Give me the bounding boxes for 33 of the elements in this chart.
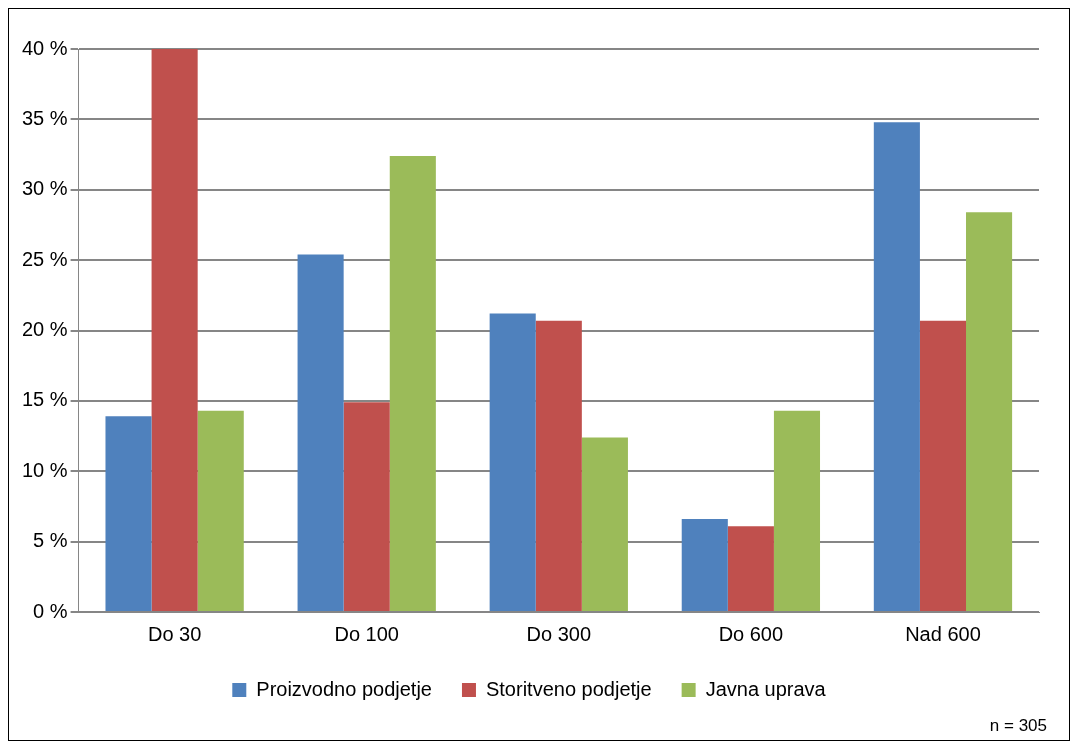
- bar: [105, 416, 152, 611]
- bar: [581, 437, 628, 611]
- y-tick-label: 35 %: [21, 106, 68, 129]
- bar: [727, 526, 774, 611]
- x-tick-label: Do 100: [334, 622, 399, 645]
- legend-label: Javna uprava: [705, 677, 827, 700]
- bar: [773, 410, 821, 611]
- y-tick-label: 20 %: [21, 318, 68, 341]
- bar: [681, 519, 728, 611]
- bar: [343, 402, 390, 611]
- x-tick-label: Do 30: [147, 622, 202, 645]
- bar: [197, 410, 244, 611]
- bar: [489, 313, 536, 611]
- y-tick-label: 5 %: [33, 529, 68, 552]
- x-tick-label: Do 600: [718, 622, 784, 645]
- text: n = 305: [989, 716, 1047, 736]
- y-tick-label: 0 %: [33, 599, 68, 622]
- y-tick-label: 30 %: [21, 177, 68, 200]
- y-tick-label: 15 %: [21, 388, 68, 411]
- bar: [297, 254, 344, 611]
- legend-label: Proizvodno podjetje: [256, 677, 432, 700]
- y-tick-label: 25 %: [21, 247, 68, 270]
- bar: [919, 320, 967, 611]
- legend-label: Storitveno podjetje: [485, 677, 652, 700]
- bar: [966, 212, 1013, 611]
- bar: [873, 122, 920, 611]
- bar: [389, 155, 436, 611]
- y-tick-label: 40 %: [21, 36, 68, 59]
- y-tick-label: 10 %: [21, 458, 68, 481]
- bar: [535, 320, 582, 611]
- x-tick-label: Nad 600: [905, 622, 981, 645]
- bar: [151, 49, 198, 611]
- x-tick-label: Do 300: [526, 622, 592, 645]
